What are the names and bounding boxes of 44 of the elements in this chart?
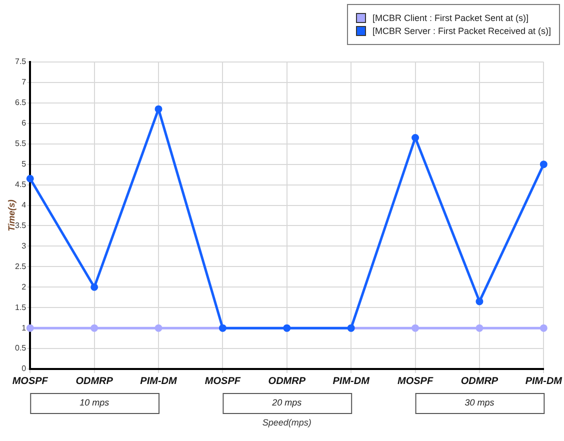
x-tick-label: MOSPF bbox=[398, 376, 434, 387]
x-tick-label: ODMRP bbox=[76, 376, 114, 387]
y-tick-label: 4 bbox=[22, 200, 27, 210]
point bbox=[476, 324, 484, 332]
y-tick-label: 1.5 bbox=[14, 302, 27, 312]
y-tick-label: 7.5 bbox=[14, 57, 27, 66]
y-tick-label: 3.5 bbox=[14, 220, 27, 230]
text: 30 mps bbox=[464, 398, 495, 408]
point bbox=[540, 324, 548, 332]
point bbox=[476, 298, 484, 306]
point bbox=[412, 134, 420, 142]
x-tick-label: PIM-DM bbox=[332, 376, 370, 387]
point bbox=[26, 174, 34, 182]
y-tick-label: 1 bbox=[22, 323, 27, 332]
x-tick-label: ODMRP bbox=[268, 376, 306, 387]
y-axis-title: Time(s) bbox=[6, 200, 16, 232]
y-tick-label: 0.5 bbox=[14, 344, 27, 353]
y-tick-label: 6.5 bbox=[14, 98, 27, 108]
point bbox=[26, 324, 34, 332]
point bbox=[154, 105, 162, 113]
point bbox=[154, 324, 162, 332]
y-tick-label: 6 bbox=[22, 118, 27, 128]
y-tick-label: 4.5 bbox=[14, 180, 27, 190]
x-tick-label: PIM-DM bbox=[525, 376, 563, 387]
x-tick-label: MOSPF bbox=[12, 376, 49, 387]
y-tick-label: 3 bbox=[22, 241, 27, 250]
legend-label: [MCBR Server : First Packet Received at (s)] bbox=[372, 26, 551, 36]
point bbox=[90, 283, 98, 291]
x-tick-label: PIM-DM bbox=[140, 376, 178, 387]
point bbox=[90, 324, 98, 332]
text: 10 mps bbox=[80, 398, 110, 408]
point bbox=[540, 160, 548, 168]
y-tick-label: 5 bbox=[22, 160, 27, 169]
text: 20 mps bbox=[271, 398, 302, 408]
y-tick-label: 5.5 bbox=[14, 139, 27, 148]
point bbox=[412, 324, 420, 332]
x-axis-title: Speed(mps) bbox=[262, 418, 312, 428]
y-tick-label: 2 bbox=[22, 282, 27, 292]
legend-label: [MCBR Client : First Packet Sent at (s)] bbox=[372, 13, 528, 23]
x-tick-label: MOSPF bbox=[204, 376, 242, 387]
y-tick-label: 0 bbox=[22, 364, 27, 374]
y-tick-label: 2.5 bbox=[14, 262, 27, 271]
x-tick-label: ODMRP bbox=[460, 376, 498, 387]
y-tick-label: 7 bbox=[22, 78, 27, 87]
